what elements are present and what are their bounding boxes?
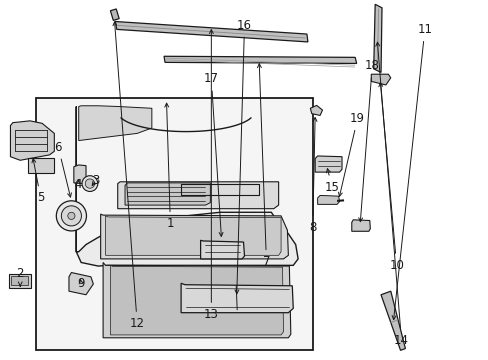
Polygon shape [69,273,93,295]
Text: 11: 11 [391,23,431,320]
Text: 1: 1 [164,103,174,230]
Polygon shape [101,214,288,259]
Circle shape [61,206,81,226]
Text: 16: 16 [235,19,251,294]
Text: 10: 10 [378,83,403,272]
Text: 8: 8 [308,117,316,234]
Polygon shape [74,165,86,184]
Polygon shape [76,107,298,266]
Polygon shape [110,265,283,335]
Polygon shape [310,105,322,116]
Polygon shape [181,283,293,313]
Text: 13: 13 [203,30,218,321]
Polygon shape [163,56,356,63]
Polygon shape [317,195,339,204]
Polygon shape [200,240,244,259]
Bar [36,98,312,350]
Circle shape [82,176,98,192]
Polygon shape [315,156,341,172]
Text: 3: 3 [92,174,100,186]
Text: 2: 2 [17,267,24,286]
Text: 7: 7 [257,64,270,268]
Polygon shape [103,262,290,338]
Text: 6: 6 [54,140,71,197]
Polygon shape [351,220,369,231]
Polygon shape [115,22,307,42]
Text: 12: 12 [113,22,144,330]
Polygon shape [10,121,54,160]
Text: 17: 17 [203,72,223,237]
Polygon shape [380,291,405,350]
Text: 9: 9 [77,278,85,291]
Text: 15: 15 [324,169,339,194]
Circle shape [56,201,86,231]
Text: 14: 14 [375,42,408,347]
Polygon shape [9,274,31,288]
Polygon shape [79,106,152,140]
Text: 18: 18 [358,59,379,222]
Polygon shape [125,183,210,205]
Circle shape [68,212,75,220]
Polygon shape [110,9,119,21]
Polygon shape [27,158,54,173]
Text: 5: 5 [32,159,44,204]
Circle shape [85,179,94,188]
Polygon shape [373,4,381,72]
Polygon shape [370,74,390,85]
Polygon shape [105,216,281,255]
Bar [11,276,28,285]
Polygon shape [118,182,278,209]
Text: 19: 19 [338,112,365,196]
Text: 4: 4 [74,178,81,191]
